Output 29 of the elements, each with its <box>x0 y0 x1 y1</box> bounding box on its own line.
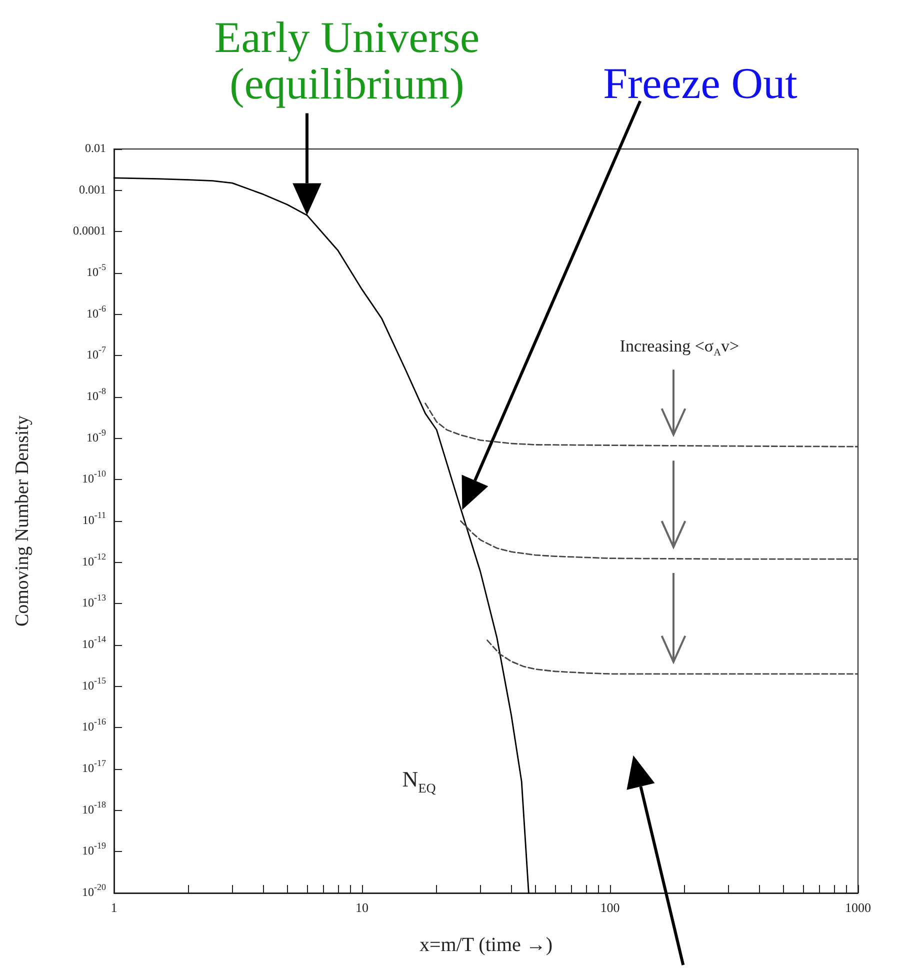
y-tick-label: 10$^{-13}$ <box>82 592 106 610</box>
y-tick-label: 0.01 <box>85 140 106 155</box>
annotation: Increasing <σ$_{A}$v> <box>620 336 740 358</box>
text: Freeze Out <box>603 58 798 108</box>
annotation: N$_{EQ}$ <box>402 766 436 795</box>
y-tick-label: 10$^{-5}$ <box>86 262 106 279</box>
x-tick-label: 100 <box>600 900 620 915</box>
x-tick-label: 10 <box>356 900 368 915</box>
y-tick-label: 10$^{-7}$ <box>86 344 106 362</box>
x-tick-label: 1 <box>110 900 118 915</box>
y-tick-label: 10$^{-12}$ <box>82 551 106 568</box>
y-tick-label: 10$^{-14}$ <box>82 634 106 651</box>
x-tick-label: 1000 <box>845 900 871 915</box>
y-tick-label: 10$^{-16}$ <box>82 716 106 734</box>
y-tick-label: 10$^{-9}$ <box>86 427 106 444</box>
y-tick-label: 10$^{-19}$ <box>82 840 106 858</box>
y-tick-label: 10$^{-6}$ <box>86 303 106 320</box>
y-axis-title: Comoving Number Density <box>12 414 33 627</box>
y-tick-label: 10$^{-18}$ <box>82 799 106 816</box>
y-tick-label: 10$^{-15}$ <box>82 675 106 692</box>
annotation: Early Universe (equilibrium) <box>214 13 480 108</box>
y-tick-label: 10$^{-8}$ <box>86 386 106 403</box>
y-tick-label: 10$^{-17}$ <box>82 758 106 775</box>
y-tick-label: 0.001 <box>79 182 106 196</box>
y-tick-label: 10$^{-20}$ <box>82 882 106 899</box>
x-axis-title: x=m/T (time →) <box>419 934 553 956</box>
y-tick-label: 10$^{-11}$ <box>82 510 106 527</box>
y-tick-label: 10$^{-10}$ <box>82 468 106 486</box>
y-tick-label: 0.0001 <box>73 223 106 238</box>
